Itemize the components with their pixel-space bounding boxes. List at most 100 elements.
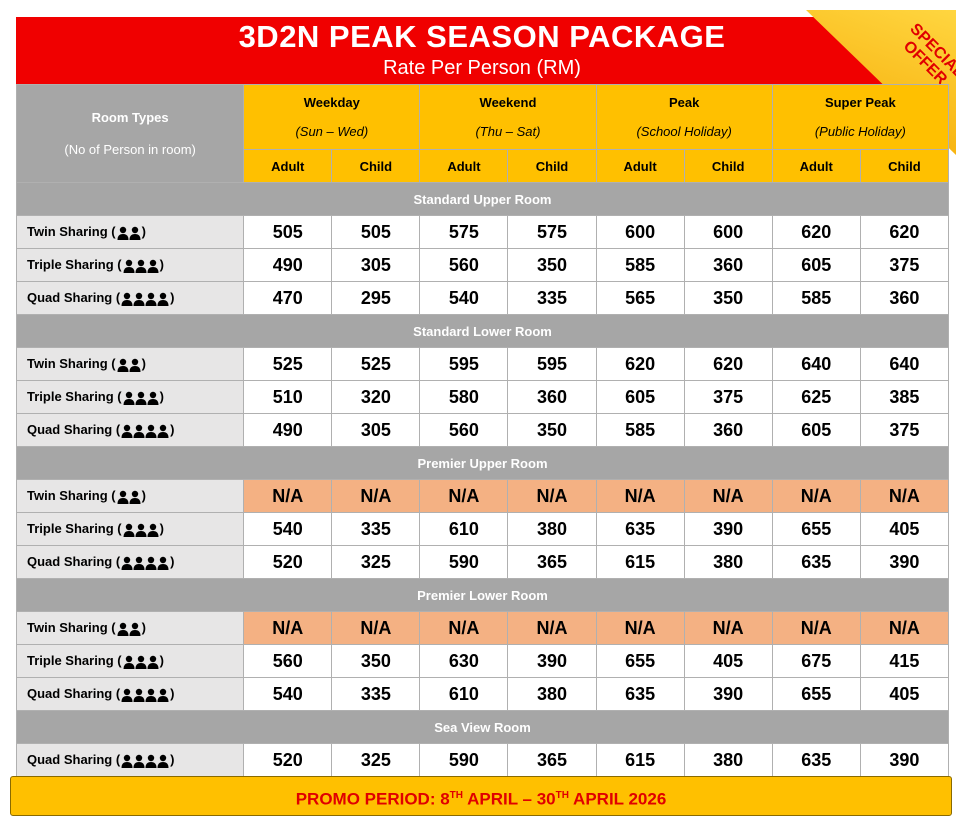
rate: N/A — [507, 479, 597, 513]
rate: N/A — [243, 611, 333, 645]
adult-header: Adult — [243, 149, 333, 183]
rate: 585 — [771, 281, 861, 315]
promo-banner: PROMO PERIOD: 8TH APRIL – 30TH APRIL 202… — [10, 776, 952, 816]
period-header: Weekend (Thu – Sat) — [419, 84, 597, 150]
rate: 305 — [331, 248, 421, 282]
room-type-label: Twin Sharing ( — [27, 488, 116, 504]
period-header: Peak (School Holiday) — [595, 84, 773, 150]
room-type: Twin Sharing () — [15, 215, 245, 249]
room-type: Triple Sharing () — [15, 248, 245, 282]
rate: 615 — [595, 545, 685, 579]
adult-header: Adult — [419, 149, 509, 183]
rate: 295 — [331, 281, 421, 315]
room-type-close: ) — [141, 620, 146, 636]
rate: 390 — [859, 743, 950, 777]
room-type-label: Triple Sharing ( — [27, 389, 122, 405]
period-header: Super Peak (Public Holiday) — [771, 84, 950, 150]
rate: 360 — [507, 380, 597, 414]
person-icons — [117, 358, 141, 372]
room-type: Quad Sharing () — [15, 677, 245, 711]
promo-text: PROMO PERIOD: 8 — [295, 789, 450, 809]
rate: 490 — [243, 248, 333, 282]
rate: 360 — [683, 413, 773, 447]
rate: 350 — [507, 413, 597, 447]
rate: 560 — [419, 413, 509, 447]
rate: 600 — [595, 215, 685, 249]
rate: 375 — [859, 413, 950, 447]
rate: 540 — [419, 281, 509, 315]
rate: 640 — [859, 347, 950, 381]
rate: N/A — [419, 611, 509, 645]
rate: 380 — [507, 512, 597, 546]
rate: 580 — [419, 380, 509, 414]
person-icons — [123, 655, 159, 669]
room-type-close: ) — [159, 653, 164, 669]
rate: 655 — [771, 677, 861, 711]
header-note: (No of Person in room) — [64, 141, 196, 157]
rate: 350 — [683, 281, 773, 315]
person-icons — [121, 556, 169, 570]
rate: 505 — [243, 215, 333, 249]
room-type-label: Quad Sharing ( — [27, 686, 121, 702]
person-icons — [117, 622, 141, 636]
room-type-close: ) — [159, 257, 164, 273]
rate: 540 — [243, 512, 333, 546]
rate: 335 — [331, 677, 421, 711]
rate: 365 — [507, 743, 597, 777]
rate: 635 — [595, 677, 685, 711]
rate: 525 — [243, 347, 333, 381]
room-type-label: Quad Sharing ( — [27, 752, 121, 768]
period-days: (Public Holiday) — [814, 124, 906, 139]
adult-header: Adult — [595, 149, 685, 183]
rate: 320 — [331, 380, 421, 414]
rate: 630 — [419, 644, 509, 678]
room-type: Twin Sharing () — [15, 479, 245, 513]
section-title: Standard Lower Room — [16, 314, 949, 348]
person-icons — [121, 688, 169, 702]
room-type-close: ) — [159, 521, 164, 537]
section-title: Sea View Room — [16, 710, 949, 744]
rate: 565 — [595, 281, 685, 315]
room-type: Triple Sharing () — [15, 644, 245, 678]
room-type-close: ) — [170, 290, 175, 306]
room-type-close: ) — [141, 488, 146, 504]
rate: 590 — [419, 743, 509, 777]
rate: 525 — [331, 347, 421, 381]
rate: 350 — [507, 248, 597, 282]
rate: 510 — [243, 380, 333, 414]
period-days: (Thu – Sat) — [475, 124, 541, 139]
room-type-label: Triple Sharing ( — [27, 521, 122, 537]
rate: 615 — [595, 743, 685, 777]
rate: 385 — [859, 380, 950, 414]
rate: N/A — [771, 611, 861, 645]
rate: 380 — [507, 677, 597, 711]
rate: N/A — [683, 611, 773, 645]
rate: 600 — [683, 215, 773, 249]
child-header: Child — [331, 149, 421, 183]
rate: 365 — [507, 545, 597, 579]
rate: N/A — [859, 479, 950, 513]
period-name: Weekday — [303, 95, 360, 110]
room-type: Triple Sharing () — [15, 380, 245, 414]
period-name: Peak — [668, 95, 700, 110]
rate: 360 — [683, 248, 773, 282]
room-type-close: ) — [141, 356, 146, 372]
rate: 605 — [595, 380, 685, 414]
rate: 335 — [331, 512, 421, 546]
rate: 620 — [859, 215, 950, 249]
rate: 325 — [331, 743, 421, 777]
rate: 505 — [331, 215, 421, 249]
rate: 405 — [683, 644, 773, 678]
person-icons — [117, 490, 141, 504]
room-type-close: ) — [159, 389, 164, 405]
child-header: Child — [507, 149, 597, 183]
rate: 335 — [507, 281, 597, 315]
room-type-label: Triple Sharing ( — [27, 257, 122, 273]
period-name: Weekend — [479, 95, 537, 110]
rate: N/A — [507, 611, 597, 645]
rate: 560 — [243, 644, 333, 678]
rate: N/A — [331, 479, 421, 513]
rate: 585 — [595, 248, 685, 282]
rate: 605 — [771, 413, 861, 447]
